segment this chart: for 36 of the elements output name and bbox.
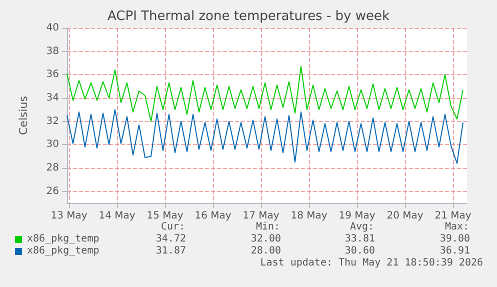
y-tick-label: 40 — [46, 22, 59, 34]
legend-label: x86_pkg_temp — [27, 234, 100, 244]
y-axis-title: Celsius — [17, 96, 30, 135]
x-tick-label: 17 May — [242, 210, 280, 222]
y-tick-label: 26 — [46, 186, 59, 197]
x-tick-label: 19 May — [338, 210, 376, 222]
legend-label: x86_pkg_temp — [27, 246, 100, 256]
x-tick-label: 16 May — [194, 210, 232, 222]
text: 28.00 — [250, 246, 281, 256]
text: 30.60 — [344, 246, 375, 256]
text: Max: — [445, 222, 470, 232]
y-tick-label: 34 — [46, 92, 59, 104]
x-tick-label: 18 May — [290, 210, 328, 222]
y-tick-label: 28 — [46, 162, 59, 174]
line-series — [66, 109, 464, 164]
text: Avg: — [350, 222, 374, 232]
text: 32.00 — [250, 234, 281, 244]
text: 33.81 — [344, 234, 375, 244]
y-tick-label: 38 — [46, 46, 59, 57]
x-tick-label: 21 May — [434, 210, 472, 222]
x-tick-label: 15 May — [146, 210, 184, 222]
line-series — [66, 66, 464, 122]
text: Cur: — [161, 222, 186, 232]
y-tick-label: 32 — [46, 116, 59, 127]
chart-title: ACPI Thermal zone temperatures - by week — [107, 9, 390, 24]
text: 34.72 — [156, 234, 186, 244]
text: Last update: Thu May 21 18:50:39 2026 — [260, 258, 484, 268]
text: 36.91 — [440, 246, 470, 256]
x-tick-label: 14 May — [98, 210, 136, 222]
y-tick-label: 36 — [46, 69, 59, 80]
text: 39.00 — [440, 234, 470, 244]
x-tick-label: 20 May — [386, 210, 424, 222]
y-tick-label: 30 — [46, 139, 59, 150]
x-tick-label: 13 May — [50, 210, 88, 222]
text: 31.87 — [156, 246, 186, 256]
text: Min: — [256, 222, 280, 232]
